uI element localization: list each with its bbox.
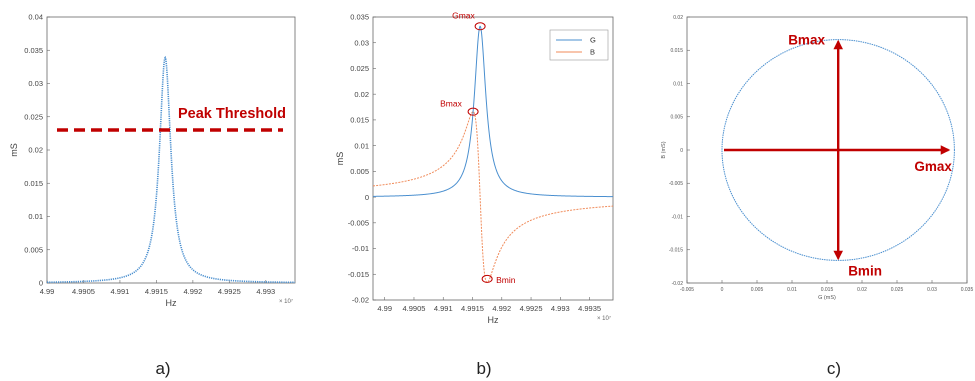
panel-a-threshold-label: Peak Threshold <box>178 106 286 122</box>
panel-a-y-axis-label: mS <box>9 143 19 157</box>
panel-b-y-tick-label: -0.01 <box>352 244 369 253</box>
panel-b-marker-gmax <box>474 22 486 31</box>
panel-b-label-gmax: Gmax <box>452 10 475 20</box>
panel-b-x-exponent-label: × 10⁷ <box>597 315 611 322</box>
panel-b-y-tick-label: 0.025 <box>350 64 369 73</box>
panel-label-c: c) <box>827 359 841 378</box>
panel-b-y-tick-label: 0.01 <box>354 141 369 150</box>
panel-c-x-tick-label: 0.025 <box>891 287 904 293</box>
panel-c-x-tick-label: 0.035 <box>961 287 974 293</box>
panel-b-y-tick-label: 0.02 <box>354 90 369 99</box>
panel-c-x-tick-label: 0.005 <box>751 287 764 293</box>
panel-b-x-tick-label: 4.992 <box>492 304 511 313</box>
panel-b-susceptance-curve <box>373 111 613 284</box>
panel-c-x-tick-label: 0.015 <box>821 287 834 293</box>
panel-a-axes: 4.99 4.9905 4.991 4.9915 4.992 4.9925 4.993 0 0.… <box>9 13 296 308</box>
panel-b-x-tick-label: 4.9935 <box>578 304 601 313</box>
panel-c-y-tick-label: -0.01 <box>672 214 684 220</box>
panel-label-a: a) <box>155 359 170 378</box>
panel-a-y-tick-label: 0.03 <box>28 79 43 88</box>
panel-b-y-tick-label: -0.015 <box>348 270 369 279</box>
panel-b-y-axis-label: mS <box>335 152 345 166</box>
panel-b-legend-box <box>549 29 609 61</box>
panel-a-y-tick-label: 0.035 <box>24 46 43 55</box>
panel-c-y-tick-label: 0.015 <box>670 48 683 54</box>
panel-c-label-gmax: Gmax <box>914 159 952 174</box>
panel-c-y-tick-label: 0.02 <box>673 15 683 21</box>
panel-c-x-tick-label: 0.02 <box>857 287 867 293</box>
panel-c-y-tick-label: 0 <box>680 148 683 154</box>
panel-b-conductance-curve <box>373 25 613 198</box>
panel-c-y-tick-label: -0.005 <box>669 181 683 187</box>
panel-a-y-tick-label: 0.025 <box>24 112 43 121</box>
panel-b-x-tick-label: 4.9905 <box>402 304 425 313</box>
panel-c-x-tick-label: 0.01 <box>787 287 797 293</box>
panel-b-x-tick-label: 4.99 <box>377 304 392 313</box>
panel-b-legend-label: G <box>590 36 596 45</box>
panel-b-y-tick-label: 0.03 <box>354 38 369 47</box>
panel-c-label-bmin: Bmin <box>848 263 882 278</box>
panel-c-y-axis-label: B (mS) <box>661 141 667 158</box>
panel-c-y-tick-label: 0.005 <box>670 115 683 121</box>
panel-b-x-tick-label: 4.991 <box>434 304 453 313</box>
panel-b-y-tick-label: 0.035 <box>350 13 369 22</box>
panel-a-conductance-curve <box>47 55 295 283</box>
panel-a-y-tick-label: 0.04 <box>28 13 43 22</box>
panel-b-label-bmax: Bmax <box>440 99 462 109</box>
panel-a-y-tick-label: 0.015 <box>24 179 43 188</box>
panel-b-y-tick-label: -0.005 <box>348 219 369 228</box>
panel-a-x-tick-label: 4.9915 <box>145 287 168 296</box>
panel-b-legend: GB <box>549 29 609 61</box>
panel-a-x-tick-label: 4.99 <box>40 287 55 296</box>
panel-a-y-tick-label: 0.01 <box>28 212 43 221</box>
panel-b-marker-bmax <box>467 107 479 116</box>
panel-a-x-tick-label: 4.9925 <box>218 287 241 296</box>
panel-b-marker-bmin <box>481 274 493 283</box>
panel-b-x-tick-label: 4.993 <box>551 304 570 313</box>
panel-a-y-tick-label: 0.02 <box>28 146 43 155</box>
panel-b-legend-label: B <box>590 48 595 57</box>
panel-b-x-axis-label: Hz <box>488 315 499 325</box>
panel-c-label-bmax: Bmax <box>788 33 825 48</box>
panel-a-x-axis-label: Hz <box>166 298 177 308</box>
panel-c-x-tick-label: -0.005 <box>680 287 694 293</box>
panel-c-axes: -0.005 0 0.005 0.01 0.015 0.02 0.025 0.03 0.035 -… <box>661 15 973 301</box>
panel-b-y-tick-label: 0.015 <box>350 116 369 125</box>
panel-a-x-tick-label: 4.991 <box>111 287 130 296</box>
panel-a-x-tick-label: 4.9905 <box>72 287 95 296</box>
panel-a-y-tick-label: 0.005 <box>24 245 43 254</box>
panel-c-x-tick-label: 0.03 <box>927 287 937 293</box>
panel-b-x-tick-label: 4.9915 <box>461 304 484 313</box>
panel-b-y-tick-label: 0.005 <box>350 167 369 176</box>
panel-c-x-tick-label: 0 <box>721 287 724 293</box>
panel-c-y-tick-label: -0.02 <box>672 281 684 287</box>
panel-c-y-tick-label: -0.015 <box>669 248 683 254</box>
panel-b-y-tick-label: -0.02 <box>352 296 369 305</box>
panel-label-b: b) <box>476 359 491 378</box>
panel-b-axes-frame <box>372 16 614 301</box>
panel-c-admittance-circle <box>721 39 955 261</box>
panel-b-x-tick-label: 4.9925 <box>520 304 543 313</box>
panel-a-x-tick-label: 4.992 <box>183 287 202 296</box>
panel-b-y-tick-label: 0 <box>365 193 369 202</box>
panel-a-axes-frame <box>46 16 296 284</box>
panel-b-axes: 4.99 4.9905 4.991 4.9915 4.992 4.9925 4.993 4.9… <box>335 13 614 325</box>
panel-a-x-exponent-label: × 10⁷ <box>279 298 293 305</box>
panel-c-y-tick-label: 0.01 <box>673 81 683 87</box>
panel-a-x-tick-label: 4.993 <box>256 287 275 296</box>
panel-a-y-tick-label: 0 <box>39 279 43 288</box>
panel-b-label-bmin: Bmin <box>496 275 516 285</box>
panel-c-x-axis-label: G (mS) <box>818 295 836 301</box>
